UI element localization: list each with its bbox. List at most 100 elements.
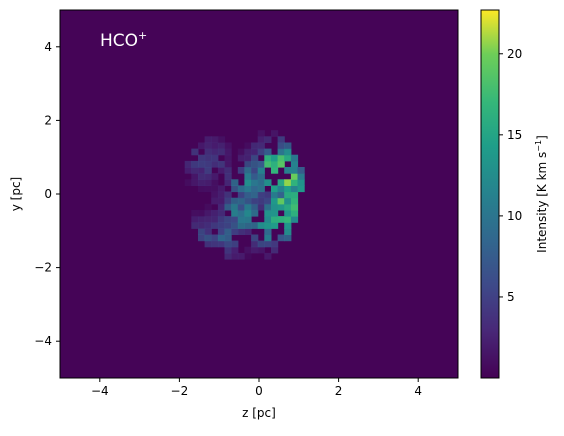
heatmap-cell-97 [237,252,245,260]
heatmap-cell-57 [217,222,226,229]
heatmap-cell-41 [211,222,219,229]
heatmap-cell-44 [211,197,219,205]
heatmap-cell-102 [237,203,245,211]
heatmap-cell-111 [244,228,252,235]
heatmap-cell-12 [198,228,206,235]
heatmap-cell-46 [211,185,219,193]
heatmap-cell-4 [191,216,199,223]
heatmap-cell-34 [204,160,212,168]
colorbar-label-superscript: −1 [534,140,543,152]
heatmap-cell-133 [251,191,259,199]
heatmap-cell-32 [204,173,212,180]
heatmap-cell-99 [237,222,245,229]
heatmap-cell-49 [211,160,219,168]
heatmap-cell-132 [251,197,259,205]
heatmap-cell-216 [290,185,299,193]
heatmap-cell-80 [224,173,232,180]
heatmap-cell-1 [184,167,192,174]
heatmap-cell-108 [237,148,245,156]
heatmap-cell-194 [277,148,285,156]
heatmap-cell-24 [204,234,212,242]
heatmap-cell-78 [224,191,232,199]
colorbar-tick-label-0: 5 [507,290,515,304]
heatmap-cell-177 [271,203,279,211]
heatmap-cell-131 [251,203,259,211]
heatmap-cell-124 [244,148,252,156]
heatmap-cell-23 [204,240,212,248]
heatmap-cell-109 [244,252,252,260]
heatmap-cell-147 [257,191,265,199]
heatmap-cell-165 [264,197,272,205]
heatmap-cell-192 [277,160,285,168]
heatmap-cell-43 [211,209,219,217]
heatmap-cell-105 [237,185,245,193]
heatmap-cell-79 [224,179,232,186]
heatmap-cell-17 [198,179,206,186]
heatmap-cell-157 [264,252,272,260]
heatmap-cell-220 [290,160,299,168]
heatmap-cell-36 [204,148,212,156]
molecule-label-base: HCO [100,31,138,51]
heatmap-cell-221 [290,154,299,162]
heatmap-cell-5 [191,209,199,217]
heatmap-cell-181 [271,167,279,174]
heatmap-cell-9 [191,160,199,168]
heatmap-cell-66 [217,148,226,156]
heatmap-cell-52 [211,142,219,150]
heatmap-cell-199 [284,222,292,229]
heatmap-cell-202 [284,203,292,211]
heatmap-cell-148 [257,185,265,193]
heatmap-cell-144 [257,222,265,229]
heatmap-cell-136 [251,173,259,180]
heatmap-cell-164 [264,203,272,211]
heatmap-cell-193 [277,154,285,162]
heatmap-cell-149 [257,179,265,186]
heatmap-cell-196 [277,136,285,143]
heatmap-cell-8 [191,167,199,174]
heatmap-cell-152 [257,160,265,168]
heatmap-cell-179 [271,191,279,199]
heatmap-cell-64 [217,167,226,174]
heatmap-cell-112 [244,222,252,229]
heatmap-cell-55 [217,234,226,242]
heatmap-cell-39 [211,240,219,248]
heatmap-cell-128 [251,234,259,242]
heatmap-cell-197 [284,234,292,242]
heatmap-cell-204 [284,191,292,199]
heatmap-cell-139 [251,154,259,162]
heatmap-cell-31 [204,179,212,186]
heatmap-cell-169 [264,154,272,162]
heatmap-cell-7 [191,173,199,180]
heatmap-cell-168 [264,160,272,168]
heatmap-cell-153 [257,148,265,156]
heatmap-cell-103 [237,197,245,205]
x-tick-label-1: −2 [171,384,189,398]
heatmap-cell-40 [211,234,219,242]
heatmap-cell-30 [204,185,212,193]
heatmap-cell-26 [204,222,212,229]
heatmap-cell-225 [297,167,305,174]
heatmap-cell-58 [217,216,226,223]
heatmap-cell-85 [224,142,232,150]
colorbar-tick-label-2: 15 [507,128,522,142]
heatmap-cell-37 [204,142,212,150]
heatmap-cell-77 [224,197,232,205]
heatmap-cell-224 [297,173,305,180]
colorbar-gradient [480,9,500,379]
heatmap-cell-54 [217,240,226,248]
heatmap-cell-45 [211,191,219,199]
heatmap-cell-53 [211,136,219,143]
heatmap-cell-146 [257,197,265,205]
heatmap-cell-207 [284,167,292,174]
x-tick-label-0: −4 [91,384,109,398]
heatmap-cell-150 [257,173,265,180]
heatmap-cell-182 [271,160,279,168]
heatmap-cell-188 [277,197,285,205]
y-tick-label-3: 2 [44,113,52,127]
heatmap-cell-212 [290,209,299,217]
heatmap-cell-125 [244,142,252,150]
heatmap-cell-69 [224,252,232,260]
heatmap-cell-91 [231,216,239,223]
heatmap-cell-160 [264,228,272,235]
molecule-label: HCO+ [100,29,147,51]
